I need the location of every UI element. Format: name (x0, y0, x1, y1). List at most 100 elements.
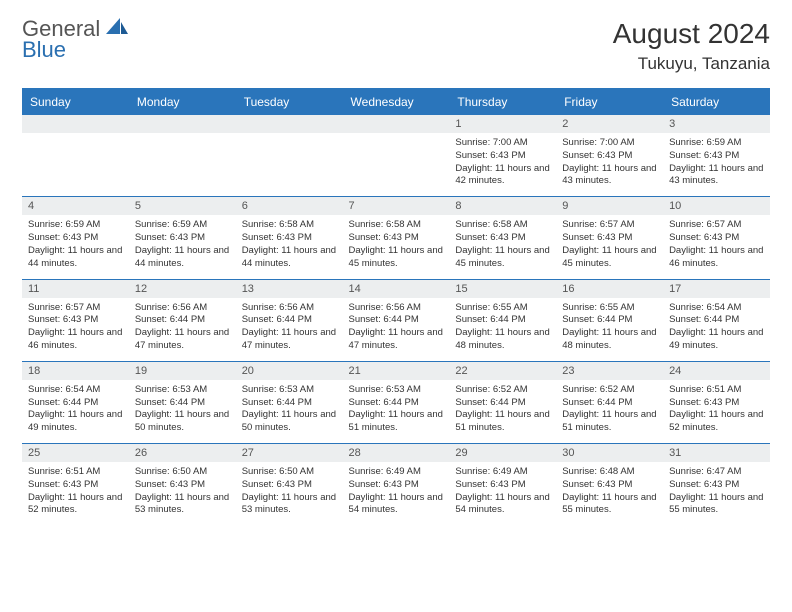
sunset-text: Sunset: 6:44 PM (562, 314, 657, 327)
day-number: 29 (449, 444, 556, 462)
daylight-text: Daylight: 11 hours and 55 minutes. (669, 492, 764, 518)
daylight-text: Daylight: 11 hours and 53 minutes. (242, 492, 337, 518)
day-number: 27 (236, 444, 343, 462)
day-cell (129, 115, 236, 197)
daylight-text: Daylight: 11 hours and 48 minutes. (455, 327, 550, 353)
day-cell: 28Sunrise: 6:49 AMSunset: 6:43 PMDayligh… (343, 444, 450, 526)
day-events: Sunrise: 6:57 AMSunset: 6:43 PMDaylight:… (556, 215, 663, 278)
day-events: Sunrise: 6:58 AMSunset: 6:43 PMDaylight:… (236, 215, 343, 278)
daylight-text: Daylight: 11 hours and 42 minutes. (455, 163, 550, 189)
day-cell: 8Sunrise: 6:58 AMSunset: 6:43 PMDaylight… (449, 197, 556, 279)
logo-text: General Blue (22, 18, 128, 61)
day-cell: 3Sunrise: 6:59 AMSunset: 6:43 PMDaylight… (663, 115, 770, 197)
daylight-text: Daylight: 11 hours and 50 minutes. (242, 409, 337, 435)
day-cell: 6Sunrise: 6:58 AMSunset: 6:43 PMDaylight… (236, 197, 343, 279)
day-events: Sunrise: 6:52 AMSunset: 6:44 PMDaylight:… (449, 380, 556, 443)
day-cell: 14Sunrise: 6:56 AMSunset: 6:44 PMDayligh… (343, 279, 450, 361)
sunset-text: Sunset: 6:43 PM (455, 150, 550, 163)
daylight-text: Daylight: 11 hours and 45 minutes. (349, 245, 444, 271)
day-header-row: Sunday Monday Tuesday Wednesday Thursday… (22, 89, 770, 115)
day-number: 3 (663, 115, 770, 133)
month-title: August 2024 (613, 18, 770, 50)
day-events: Sunrise: 6:59 AMSunset: 6:43 PMDaylight:… (663, 133, 770, 196)
day-cell: 25Sunrise: 6:51 AMSunset: 6:43 PMDayligh… (22, 444, 129, 526)
daylight-text: Daylight: 11 hours and 54 minutes. (349, 492, 444, 518)
day-number: 8 (449, 197, 556, 215)
day-cell (22, 115, 129, 197)
day-events: Sunrise: 6:50 AMSunset: 6:43 PMDaylight:… (236, 462, 343, 525)
sunrise-text: Sunrise: 7:00 AM (562, 137, 657, 150)
sunset-text: Sunset: 6:43 PM (28, 314, 123, 327)
sunrise-text: Sunrise: 7:00 AM (455, 137, 550, 150)
daylight-text: Daylight: 11 hours and 47 minutes. (135, 327, 230, 353)
day-cell: 1Sunrise: 7:00 AMSunset: 6:43 PMDaylight… (449, 115, 556, 197)
day-cell: 26Sunrise: 6:50 AMSunset: 6:43 PMDayligh… (129, 444, 236, 526)
sunrise-text: Sunrise: 6:47 AM (669, 466, 764, 479)
sunset-text: Sunset: 6:43 PM (28, 232, 123, 245)
day-number: 6 (236, 197, 343, 215)
day-number: 9 (556, 197, 663, 215)
day-cell: 19Sunrise: 6:53 AMSunset: 6:44 PMDayligh… (129, 361, 236, 443)
daylight-text: Daylight: 11 hours and 44 minutes. (28, 245, 123, 271)
day-number (236, 115, 343, 133)
sunrise-text: Sunrise: 6:59 AM (135, 219, 230, 232)
day-events: Sunrise: 6:51 AMSunset: 6:43 PMDaylight:… (663, 380, 770, 443)
day-cell: 21Sunrise: 6:53 AMSunset: 6:44 PMDayligh… (343, 361, 450, 443)
day-events: Sunrise: 6:52 AMSunset: 6:44 PMDaylight:… (556, 380, 663, 443)
sunset-text: Sunset: 6:44 PM (28, 397, 123, 410)
daylight-text: Daylight: 11 hours and 46 minutes. (669, 245, 764, 271)
day-events: Sunrise: 6:53 AMSunset: 6:44 PMDaylight:… (129, 380, 236, 443)
daylight-text: Daylight: 11 hours and 49 minutes. (669, 327, 764, 353)
day-number: 28 (343, 444, 450, 462)
day-cell: 20Sunrise: 6:53 AMSunset: 6:44 PMDayligh… (236, 361, 343, 443)
sunrise-text: Sunrise: 6:52 AM (455, 384, 550, 397)
day-cell: 10Sunrise: 6:57 AMSunset: 6:43 PMDayligh… (663, 197, 770, 279)
day-events: Sunrise: 6:56 AMSunset: 6:44 PMDaylight:… (236, 298, 343, 361)
daylight-text: Daylight: 11 hours and 44 minutes. (135, 245, 230, 271)
day-events: Sunrise: 6:56 AMSunset: 6:44 PMDaylight:… (129, 298, 236, 361)
day-events: Sunrise: 6:55 AMSunset: 6:44 PMDaylight:… (556, 298, 663, 361)
sunrise-text: Sunrise: 6:57 AM (669, 219, 764, 232)
day-number: 23 (556, 362, 663, 380)
day-cell: 24Sunrise: 6:51 AMSunset: 6:43 PMDayligh… (663, 361, 770, 443)
sunrise-text: Sunrise: 6:55 AM (455, 302, 550, 315)
sunrise-text: Sunrise: 6:55 AM (562, 302, 657, 315)
week-row: 1Sunrise: 7:00 AMSunset: 6:43 PMDaylight… (22, 115, 770, 197)
day-cell: 16Sunrise: 6:55 AMSunset: 6:44 PMDayligh… (556, 279, 663, 361)
day-number: 12 (129, 280, 236, 298)
day-events: Sunrise: 6:59 AMSunset: 6:43 PMDaylight:… (22, 215, 129, 278)
dh-wed: Wednesday (343, 89, 450, 115)
logo-line2: Blue (22, 37, 66, 62)
dh-tue: Tuesday (236, 89, 343, 115)
sail-icon (106, 18, 128, 40)
daylight-text: Daylight: 11 hours and 51 minutes. (562, 409, 657, 435)
day-cell: 13Sunrise: 6:56 AMSunset: 6:44 PMDayligh… (236, 279, 343, 361)
sunrise-text: Sunrise: 6:52 AM (562, 384, 657, 397)
sunset-text: Sunset: 6:43 PM (349, 232, 444, 245)
day-cell: 17Sunrise: 6:54 AMSunset: 6:44 PMDayligh… (663, 279, 770, 361)
daylight-text: Daylight: 11 hours and 50 minutes. (135, 409, 230, 435)
day-number: 21 (343, 362, 450, 380)
sunrise-text: Sunrise: 6:54 AM (669, 302, 764, 315)
day-cell: 11Sunrise: 6:57 AMSunset: 6:43 PMDayligh… (22, 279, 129, 361)
sunset-text: Sunset: 6:44 PM (242, 397, 337, 410)
day-events: Sunrise: 6:59 AMSunset: 6:43 PMDaylight:… (129, 215, 236, 278)
day-number: 11 (22, 280, 129, 298)
day-number: 30 (556, 444, 663, 462)
week-row: 25Sunrise: 6:51 AMSunset: 6:43 PMDayligh… (22, 444, 770, 526)
day-number: 10 (663, 197, 770, 215)
logo: General Blue (22, 18, 128, 61)
day-number: 16 (556, 280, 663, 298)
sunrise-text: Sunrise: 6:49 AM (455, 466, 550, 479)
sunset-text: Sunset: 6:43 PM (562, 479, 657, 492)
week-row: 4Sunrise: 6:59 AMSunset: 6:43 PMDaylight… (22, 197, 770, 279)
daylight-text: Daylight: 11 hours and 49 minutes. (28, 409, 123, 435)
dh-mon: Monday (129, 89, 236, 115)
day-cell (236, 115, 343, 197)
day-number: 15 (449, 280, 556, 298)
sunset-text: Sunset: 6:44 PM (455, 314, 550, 327)
day-cell: 30Sunrise: 6:48 AMSunset: 6:43 PMDayligh… (556, 444, 663, 526)
day-events: Sunrise: 6:55 AMSunset: 6:44 PMDaylight:… (449, 298, 556, 361)
daylight-text: Daylight: 11 hours and 54 minutes. (455, 492, 550, 518)
sunrise-text: Sunrise: 6:51 AM (28, 466, 123, 479)
